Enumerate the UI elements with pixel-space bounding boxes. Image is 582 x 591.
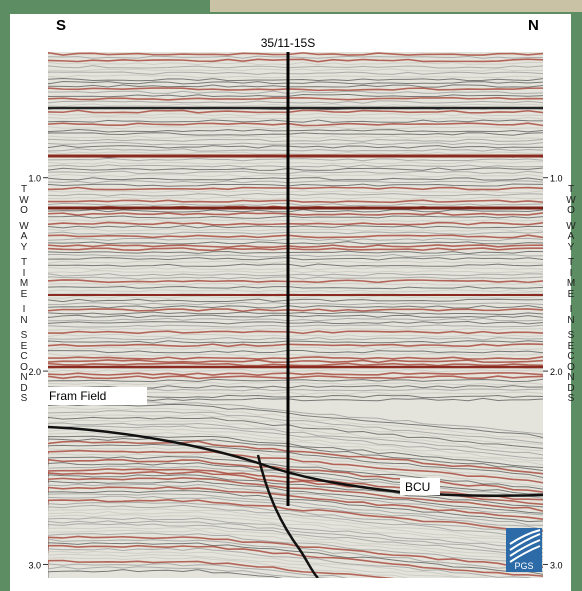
y-tick-label: 1.0 [550,174,563,184]
annotation-box [400,478,440,495]
bcu-horizon [48,425,543,498]
reflector [48,511,543,545]
logo-waves [509,529,541,563]
reflector [48,563,348,578]
annotation: BCU [405,480,430,494]
reflector [48,498,543,532]
well-label: 35/11-15S [261,36,316,50]
map-strip [210,0,582,12]
reflector [48,566,331,578]
y-tick-label: 3.0 [550,560,563,570]
y-tick-label: 2.0 [28,367,41,377]
north-label: N [528,17,539,34]
reflector [48,501,543,536]
reflector [48,553,463,578]
reflector [48,532,543,566]
y-tick-label: 3.0 [28,560,41,570]
reflector [48,556,420,578]
reflector [48,559,395,578]
reflector [48,544,543,577]
reflector [48,529,543,562]
reflector [48,547,533,578]
south-label: S [56,17,66,34]
reflector [48,514,543,547]
annotation-box [45,387,147,405]
fault [256,454,319,578]
logo-text: PGS [514,561,533,571]
reflector [48,535,543,569]
reflector [48,526,543,561]
reflector [48,508,543,541]
y-tick-label: 1.0 [28,174,41,184]
reflector [48,517,543,550]
annotation: Fram Field [49,389,106,403]
y-tick-label: 2.0 [550,367,563,377]
reflector [48,504,543,539]
reflector [48,542,543,575]
reflector [48,569,283,578]
reflector [48,551,491,578]
reflector [48,538,543,572]
